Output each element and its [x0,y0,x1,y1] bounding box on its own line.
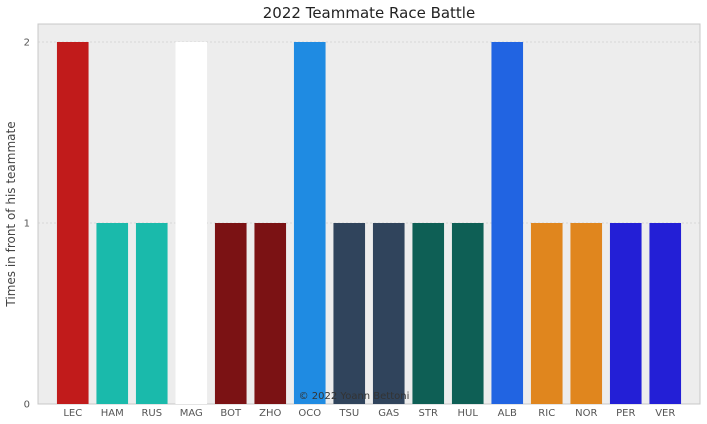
x-tick-label: PER [616,408,635,419]
bar-ham [96,223,129,404]
bar-zho [254,223,287,404]
x-tick-label: NOR [575,408,597,419]
bar-per [609,223,642,404]
bar-ver [649,223,682,404]
x-tick-label: STR [419,408,438,419]
bar-tsu [333,223,366,404]
chart-title: 2022 Teammate Race Battle [263,4,475,22]
copyright-annotation: © 2022 Yoann Bettoni [299,391,410,402]
x-tick-label: RUS [141,408,162,419]
bar-alb [491,42,524,404]
y-axis-label: Times in front of his teammate [4,121,18,307]
bar-bot [214,223,247,404]
x-tick-label: TSU [338,408,359,419]
bar-oco [293,42,326,404]
x-tick-label: HUL [458,408,479,419]
x-tick-label: LEC [63,408,82,419]
x-axis-ticks: LEC HAM RUS MAG BOT ZHO OCO TSU GAS STR HUL ALB RIC N… [63,408,675,419]
x-tick-label: MAG [180,408,203,419]
y-axis-ticks: 0 1 2 [24,38,30,411]
x-tick-label: ALB [498,408,517,419]
x-tick-label: RIC [538,408,555,419]
x-tick-label: BOT [220,408,242,419]
bar-nor [570,223,603,404]
bar-str [412,223,445,404]
bar-gas [372,223,405,404]
bar-mag [175,42,208,404]
bar-hul [451,223,484,404]
bar-ric [530,223,563,404]
x-tick-label: OCO [298,408,321,419]
bar-rus [135,223,168,404]
x-tick-label: GAS [378,408,399,419]
y-tick-label: 1 [24,219,30,230]
y-tick-label: 0 [24,400,30,411]
bars [56,42,682,404]
bar-lec [56,42,89,404]
x-tick-label: HAM [101,408,124,419]
x-tick-label: VER [655,408,675,419]
x-tick-label: ZHO [259,408,281,419]
y-tick-label: 2 [24,38,30,49]
